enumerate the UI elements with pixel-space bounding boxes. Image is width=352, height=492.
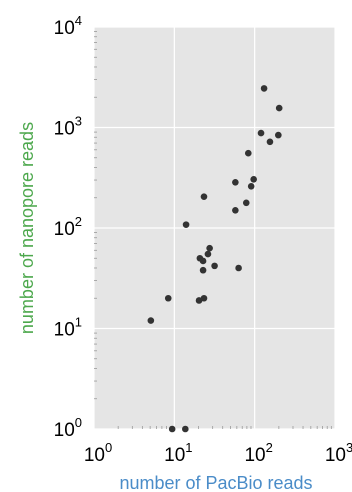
data-point: [250, 176, 257, 183]
y-axis-label: number of nanopore reads: [17, 122, 37, 334]
data-point: [260, 85, 268, 92]
data-point: [182, 221, 190, 228]
data-point: [232, 207, 239, 214]
data-point: [257, 129, 265, 137]
data-point: [247, 182, 255, 190]
x-axis: 100 101 102 103: [84, 440, 352, 466]
data-point: [206, 244, 213, 252]
y-tick-label: 101: [54, 315, 82, 341]
data-point: [242, 199, 250, 207]
data-points: [147, 85, 283, 433]
data-point: [275, 131, 282, 139]
x-tick-label: 100: [84, 440, 112, 466]
data-point: [195, 297, 203, 304]
grid: [93, 26, 336, 430]
data-point: [147, 317, 155, 324]
y-tick-label: 104: [54, 13, 82, 39]
x-tick-label: 103: [325, 440, 352, 466]
data-point: [182, 425, 189, 433]
data-point: [199, 266, 207, 274]
x-tick-label: 101: [164, 440, 192, 466]
y-tick-label: 102: [54, 214, 82, 240]
data-point: [235, 264, 242, 272]
x-tick-label: 102: [244, 440, 272, 466]
data-point: [200, 193, 208, 200]
x-axis-label: number of PacBio reads: [119, 473, 312, 492]
data-point: [275, 104, 283, 112]
data-point: [266, 138, 274, 146]
data-point: [200, 294, 208, 302]
y-axis: 100 101 102 103 104: [54, 13, 82, 441]
data-point: [211, 262, 218, 270]
data-point: [199, 257, 207, 265]
y-tick-label: 103: [54, 114, 82, 140]
data-point: [164, 294, 172, 302]
data-point: [232, 178, 239, 186]
data-point: [244, 149, 252, 157]
y-tick-label: 100: [54, 415, 82, 441]
data-point: [168, 425, 176, 433]
data-point: [204, 250, 212, 258]
